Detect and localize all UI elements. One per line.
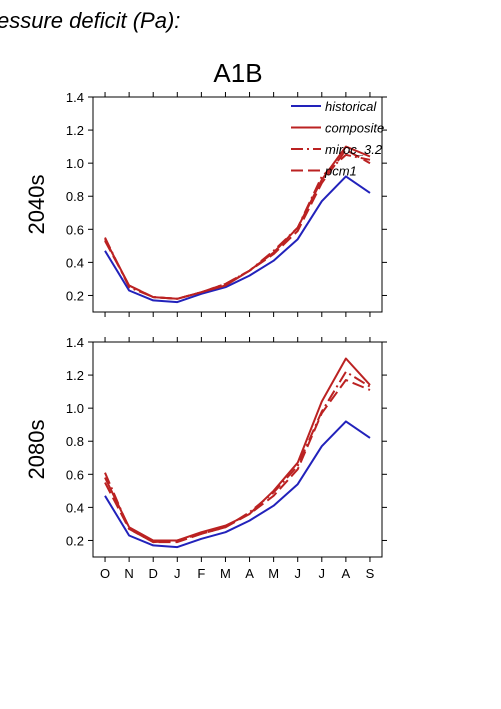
chart-panel-2040s: 0.2 0.4 0.6 0.8 1.0 1.2 1.4 2040s historical comp… bbox=[24, 90, 387, 317]
y-tick-label: 0.8 bbox=[66, 434, 84, 449]
x-tick-label: J bbox=[319, 566, 326, 581]
x-tick-label: J bbox=[174, 566, 181, 581]
x-tick-label: O bbox=[100, 566, 110, 581]
y-tick-label: 1.2 bbox=[66, 368, 84, 383]
plot-frame bbox=[92, 96, 383, 313]
y-tick-label: 0.2 bbox=[66, 533, 84, 548]
y-tick-label: 1.0 bbox=[66, 156, 84, 171]
y-tick-label: 1.0 bbox=[66, 401, 84, 416]
legend-label: miroc_3.2 bbox=[325, 142, 383, 157]
legend-label: composite bbox=[325, 121, 384, 136]
series-line-historical bbox=[104, 420, 371, 549]
series-line-composite bbox=[104, 357, 371, 542]
y-tick-label: 1.4 bbox=[66, 90, 84, 105]
x-tick-label: N bbox=[124, 566, 133, 581]
y-axis-label: 2040s bbox=[24, 175, 49, 235]
y-tick-label: 0.6 bbox=[66, 467, 84, 482]
legend-label: historical bbox=[325, 99, 377, 114]
y-tick-label: 0.4 bbox=[66, 500, 84, 515]
y-tick-label: 1.2 bbox=[66, 123, 84, 138]
y-tick-label: 1.4 bbox=[66, 335, 84, 350]
y-axis-label: 2080s bbox=[24, 420, 49, 480]
series-line-miroc-3-2 bbox=[104, 370, 371, 544]
legend-label: pcm1 bbox=[324, 164, 357, 179]
series-line-historical bbox=[104, 175, 371, 304]
x-tick-label: A bbox=[342, 566, 351, 581]
series-line-pcm1 bbox=[104, 148, 371, 300]
legend: historical composite miroc_3.2 pcm1 bbox=[291, 99, 384, 179]
series-line-pcm1 bbox=[104, 379, 371, 544]
x-tick-label: J bbox=[294, 566, 301, 581]
y-tick-label: 0.2 bbox=[66, 288, 84, 303]
x-tick-label: F bbox=[197, 566, 205, 581]
y-tick-label: 0.6 bbox=[66, 222, 84, 237]
x-tick-label: M bbox=[268, 566, 279, 581]
x-tick-label: D bbox=[149, 566, 158, 581]
y-tick-label: 0.8 bbox=[66, 189, 84, 204]
x-tick-label: M bbox=[220, 566, 231, 581]
page-title: essure deficit (Pa): bbox=[0, 8, 180, 33]
y-tick-label: 0.4 bbox=[66, 255, 84, 270]
x-tick-label: A bbox=[245, 566, 254, 581]
x-tick-label: S bbox=[366, 566, 375, 581]
scenario-title: A1B bbox=[213, 58, 262, 88]
plot-frame bbox=[92, 341, 383, 558]
